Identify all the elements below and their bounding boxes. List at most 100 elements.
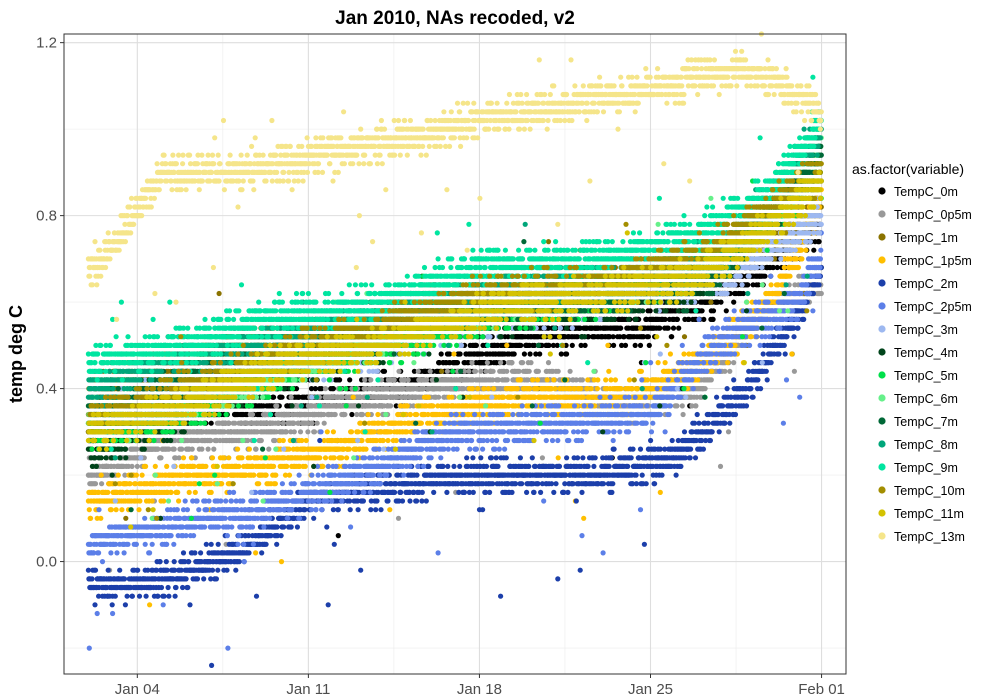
- data-point: [680, 411, 686, 418]
- data-point: [368, 377, 374, 383]
- data-point: [321, 420, 327, 426]
- data-point: [312, 386, 318, 392]
- data-point: [274, 403, 280, 409]
- data-point: [271, 394, 277, 400]
- data-point: [427, 368, 433, 374]
- data-point: [405, 377, 411, 383]
- data-point: [674, 403, 680, 409]
- data-point: [521, 351, 528, 357]
- data-point: [332, 411, 338, 418]
- data-point: [266, 446, 272, 452]
- data-point: [293, 386, 300, 392]
- data-point: [657, 325, 663, 331]
- data-point: [723, 308, 729, 314]
- data-point: [472, 368, 479, 374]
- data-point: [275, 420, 282, 426]
- data-point: [679, 403, 685, 409]
- data-point: [727, 368, 733, 374]
- data-point: [555, 368, 561, 374]
- data-point: [646, 342, 652, 348]
- data-point: [179, 446, 185, 452]
- data-point: [288, 394, 294, 400]
- data-point: [520, 360, 526, 366]
- data-point: [396, 368, 402, 374]
- data-point: [569, 342, 575, 348]
- data-point: [526, 368, 532, 374]
- data-point: [725, 429, 732, 435]
- data-point: [444, 368, 450, 374]
- data-point: [322, 386, 329, 392]
- data-point: [681, 334, 688, 340]
- data-point: [311, 429, 318, 435]
- data-point: [279, 394, 285, 400]
- data-point: [670, 325, 677, 331]
- data-point: [134, 463, 140, 469]
- data-point: [395, 515, 402, 521]
- data-point: [611, 342, 617, 348]
- data-point: [710, 308, 717, 314]
- data-point: [745, 282, 751, 288]
- data-point: [731, 299, 737, 305]
- data-point: [342, 411, 348, 418]
- data-point: [335, 533, 341, 539]
- data-point: [454, 360, 461, 366]
- data-point: [818, 290, 824, 297]
- data-point: [349, 411, 355, 418]
- data-point: [249, 411, 256, 418]
- data-point: [632, 342, 638, 348]
- data-point: [710, 316, 716, 322]
- data-point: [158, 455, 164, 461]
- data-point: [205, 446, 211, 452]
- data-point: [484, 360, 490, 366]
- data-point: [473, 342, 479, 348]
- data-point: [722, 368, 728, 374]
- data-point: [466, 368, 472, 374]
- chart-title: Jan 2010, NAs recoded, v2: [335, 8, 575, 29]
- data-point: [129, 463, 135, 469]
- data-point: [99, 481, 105, 487]
- data-point: [665, 325, 671, 331]
- data-point: [330, 386, 336, 392]
- data-point: [509, 360, 515, 366]
- data-point: [674, 316, 681, 322]
- data-point: [308, 386, 315, 392]
- data-point: [411, 368, 417, 374]
- data-point: [582, 342, 588, 348]
- data-point: [647, 308, 653, 314]
- data-point: [258, 437, 264, 444]
- data-point: [347, 377, 353, 383]
- data-point: [718, 299, 724, 305]
- data-point: [319, 386, 325, 392]
- data-point: [535, 368, 542, 374]
- data-point: [436, 394, 442, 400]
- data-point: [415, 368, 421, 374]
- data-point: [701, 316, 707, 322]
- data-point: [816, 239, 822, 245]
- data-point: [618, 325, 624, 331]
- data-point: [622, 342, 629, 348]
- data-point: [811, 247, 817, 253]
- data-point: [280, 420, 286, 426]
- data-point: [702, 386, 708, 392]
- data-point: [528, 360, 534, 366]
- data-point: [637, 342, 644, 348]
- data-point: [439, 368, 445, 374]
- data-point: [199, 446, 205, 452]
- data-point: [457, 351, 463, 357]
- data-point: [297, 429, 304, 435]
- data-point: [478, 368, 484, 374]
- data-point: [504, 377, 510, 383]
- data-point: [693, 403, 699, 409]
- data-point: [469, 360, 475, 366]
- data-point: [189, 446, 195, 452]
- data-point: [708, 377, 714, 383]
- data-point: [253, 446, 259, 452]
- data-point: [447, 351, 453, 357]
- data-point: [564, 351, 570, 357]
- data-point: [791, 368, 798, 374]
- data-point: [731, 360, 737, 366]
- data-point: [762, 273, 768, 279]
- data-point: [490, 368, 496, 374]
- data-points: [85, 31, 824, 669]
